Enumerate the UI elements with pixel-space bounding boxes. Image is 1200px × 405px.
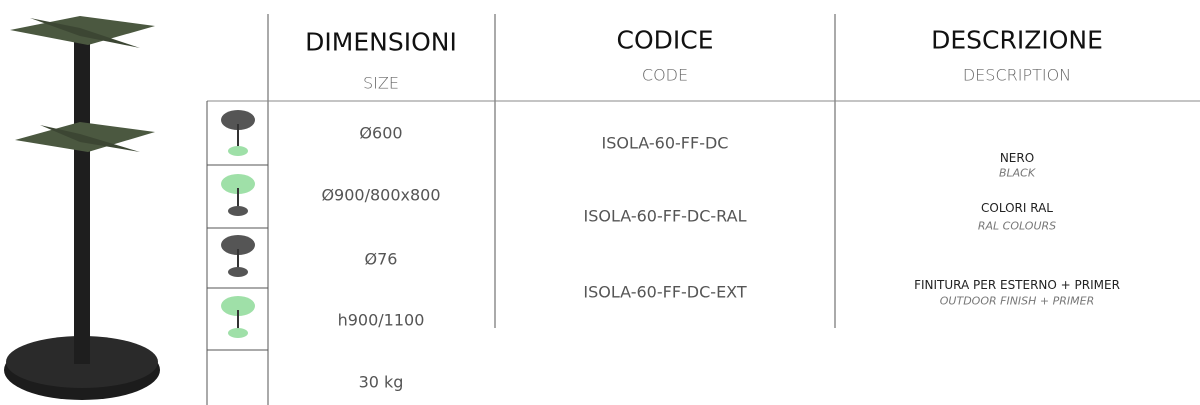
dimension: Ø600: [359, 123, 403, 143]
column-title: DESCRIZIONE: [931, 25, 1103, 55]
description-name: COLORI RAL: [981, 201, 1053, 215]
description-translation: RAL COLOURS: [977, 219, 1057, 233]
description-translation: OUTDOOR FINISH + PRIMER: [939, 294, 1095, 308]
column-title: CODICE: [616, 25, 714, 55]
code: ISOLA-60-FF-DC-RAL: [583, 206, 747, 226]
description-name: NERO: [999, 151, 1035, 165]
dimension: Ø900/800x800: [321, 185, 441, 205]
column-subtitle: CODE: [641, 65, 689, 85]
dimension: 30 kg: [358, 372, 404, 392]
color-icons: [221, 110, 255, 338]
product-image: [4, 16, 160, 400]
column-subtitle: SIZE: [363, 73, 399, 93]
description-translation: BLACK: [998, 166, 1036, 180]
description-name: FINITURA PER ESTERNO + PRIMER: [914, 278, 1120, 292]
column-title: DIMENSIONI: [305, 27, 457, 57]
table-lines: [206, 14, 1200, 405]
column-subtitle: DESCRIPTION: [962, 65, 1072, 85]
code: ISOLA-60-FF-DC-EXT: [583, 282, 747, 302]
code: ISOLA-60-FF-DC: [601, 133, 729, 153]
dimension: h900/1100: [337, 310, 425, 330]
dimension: Ø76: [364, 249, 398, 269]
